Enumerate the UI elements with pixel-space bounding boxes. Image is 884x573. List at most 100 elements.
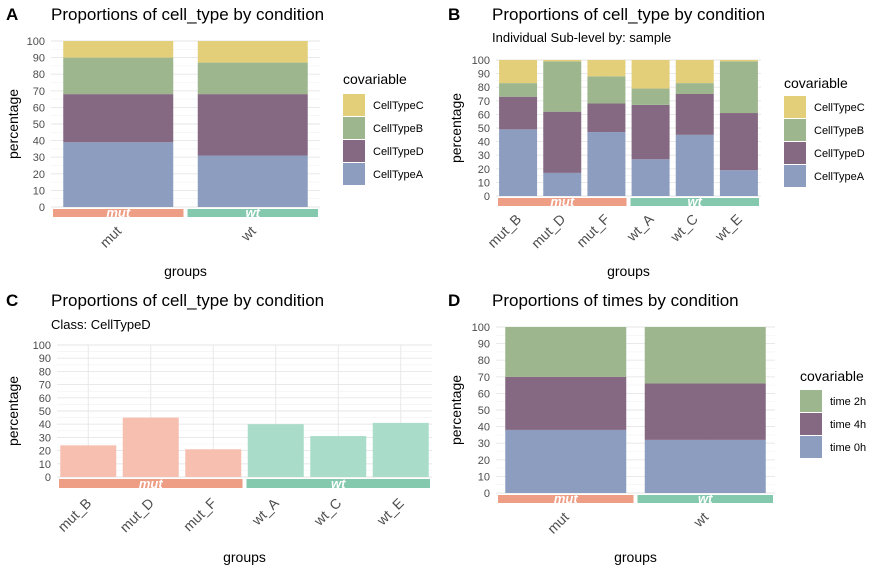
y-tick-label: 90 bbox=[39, 353, 51, 365]
bar-segment-celltypea bbox=[587, 132, 626, 196]
legend-label: time 2h bbox=[830, 396, 866, 408]
bar-segment-celltyped bbox=[499, 96, 538, 130]
y-tick-label: 50 bbox=[33, 119, 45, 131]
x-axis-label: groups bbox=[223, 549, 266, 565]
legend-label: CellTypeA bbox=[373, 169, 424, 181]
legend-title: covariable bbox=[343, 71, 407, 87]
bar-segment-celltypeb bbox=[499, 83, 538, 97]
legend: covariable time 2h time 4h time 0h bbox=[800, 368, 866, 458]
panel-a: A Proportions of cell_type by condition 0 1… bbox=[5, 5, 424, 279]
y-tick-label: 10 bbox=[478, 177, 490, 189]
bar bbox=[122, 417, 179, 477]
bar-segment-celltypea bbox=[63, 142, 174, 207]
panel-c: C Proportions of cell_type by condition Cl… bbox=[5, 291, 432, 565]
bar-segment-celltypeb bbox=[719, 61, 758, 114]
y-tick-label: 70 bbox=[478, 372, 490, 384]
bar-segment-celltypec bbox=[631, 60, 670, 89]
group-strip: mut wt bbox=[59, 476, 430, 491]
bars bbox=[505, 327, 766, 493]
bar-segment-celltypea bbox=[197, 155, 308, 207]
y-tick-label: 100 bbox=[472, 55, 490, 67]
bar-segment-celltypec bbox=[719, 60, 758, 62]
bar-segment-time-0h bbox=[644, 439, 766, 493]
y-tick-label: 40 bbox=[478, 137, 490, 149]
bar-segment-celltypeb bbox=[631, 88, 670, 105]
group-strip-label: mut bbox=[106, 205, 131, 220]
bar-segment-celltypec bbox=[197, 41, 308, 63]
x-axis-ticks: mut wt bbox=[97, 223, 259, 251]
bar-segment-celltypec bbox=[543, 60, 582, 62]
y-tick-label: 80 bbox=[478, 355, 490, 367]
y-tick-label: 20 bbox=[33, 169, 45, 181]
y-tick-label: 50 bbox=[478, 405, 490, 417]
x-tick-label: mut_D bbox=[116, 495, 156, 535]
group-strip-wt bbox=[637, 495, 773, 503]
x-axis-label: groups bbox=[614, 549, 657, 565]
bar-segment-time-2h bbox=[505, 327, 627, 377]
y-tick-label: 70 bbox=[478, 96, 490, 108]
bar-segment-celltyped bbox=[719, 113, 758, 171]
y-tick-label: 20 bbox=[478, 455, 490, 467]
group-strip-label: mut bbox=[554, 491, 579, 506]
legend-swatch bbox=[800, 390, 822, 412]
y-tick-label: 80 bbox=[33, 69, 45, 81]
group-strip-label: wt bbox=[246, 205, 261, 220]
group-strip: mut wt bbox=[498, 194, 759, 209]
group-strip-label: mut bbox=[139, 476, 164, 491]
legend-swatch bbox=[343, 163, 365, 185]
bar-segment-celltyped bbox=[543, 111, 582, 173]
legend-swatch bbox=[800, 413, 822, 435]
x-axis-ticks: mut wt bbox=[544, 509, 711, 537]
y-tick-label: 70 bbox=[33, 86, 45, 98]
y-axis-label: percentage bbox=[5, 89, 21, 159]
group-strip: mut wt bbox=[53, 205, 318, 220]
legend: covariable CellTypeC CellTypeB CellTypeD Cel… bbox=[343, 71, 424, 185]
legend-swatch bbox=[784, 119, 806, 141]
panel-title: Proportions of cell_type by condition bbox=[492, 5, 765, 24]
legend-swatch bbox=[800, 436, 822, 458]
y-tick-label: 30 bbox=[39, 432, 51, 444]
x-tick-label: mut_D bbox=[528, 211, 568, 251]
panel-subtitle: Individual Sub-level by: sample bbox=[492, 30, 671, 45]
bar bbox=[310, 436, 367, 477]
group-strip-wt bbox=[187, 209, 318, 217]
x-tick-label: mut_B bbox=[54, 495, 94, 535]
legend-swatch bbox=[343, 94, 365, 116]
y-tick-label: 10 bbox=[39, 459, 51, 471]
bar-segment-celltypea bbox=[543, 172, 582, 196]
x-tick-label: wt_E bbox=[711, 211, 745, 245]
y-tick-label: 40 bbox=[39, 419, 51, 431]
legend-title: covariable bbox=[800, 368, 864, 384]
bar-segment-time-4h bbox=[644, 383, 766, 440]
y-tick-label: 20 bbox=[478, 164, 490, 176]
y-tick-label: 60 bbox=[478, 388, 490, 400]
group-strip-mut bbox=[498, 198, 627, 206]
y-tick-label: 100 bbox=[33, 340, 51, 352]
y-tick-label: 40 bbox=[33, 136, 45, 148]
y-axis-label: percentage bbox=[448, 93, 464, 163]
y-axis-label: percentage bbox=[5, 376, 21, 446]
x-axis-ticks: mut_B mut_D mut_F wt_A wt_C wt_E bbox=[54, 494, 406, 535]
y-tick-label: 30 bbox=[33, 152, 45, 164]
group-strip-label: wt bbox=[331, 476, 346, 491]
panel-title: Proportions of cell_type by condition bbox=[51, 5, 324, 24]
y-tick-label: 20 bbox=[39, 446, 51, 458]
y-tick-label: 100 bbox=[27, 36, 45, 48]
bar-segment-celltypea bbox=[675, 134, 714, 196]
group-strip-wt bbox=[246, 479, 430, 488]
bar-segment-celltypeb bbox=[543, 61, 582, 112]
group-strip: mut wt bbox=[498, 491, 773, 506]
x-tick-label: wt bbox=[689, 509, 711, 531]
bar-segment-celltypec bbox=[675, 60, 714, 84]
bar-segment-celltypeb bbox=[63, 57, 174, 95]
legend-label: time 0h bbox=[830, 442, 866, 454]
legend-swatch bbox=[343, 140, 365, 162]
y-tick-label: 10 bbox=[478, 471, 490, 483]
bar-segment-celltyped bbox=[675, 94, 714, 135]
x-tick-label: mut_F bbox=[573, 211, 612, 250]
legend-label: CellTypeD bbox=[373, 146, 424, 158]
